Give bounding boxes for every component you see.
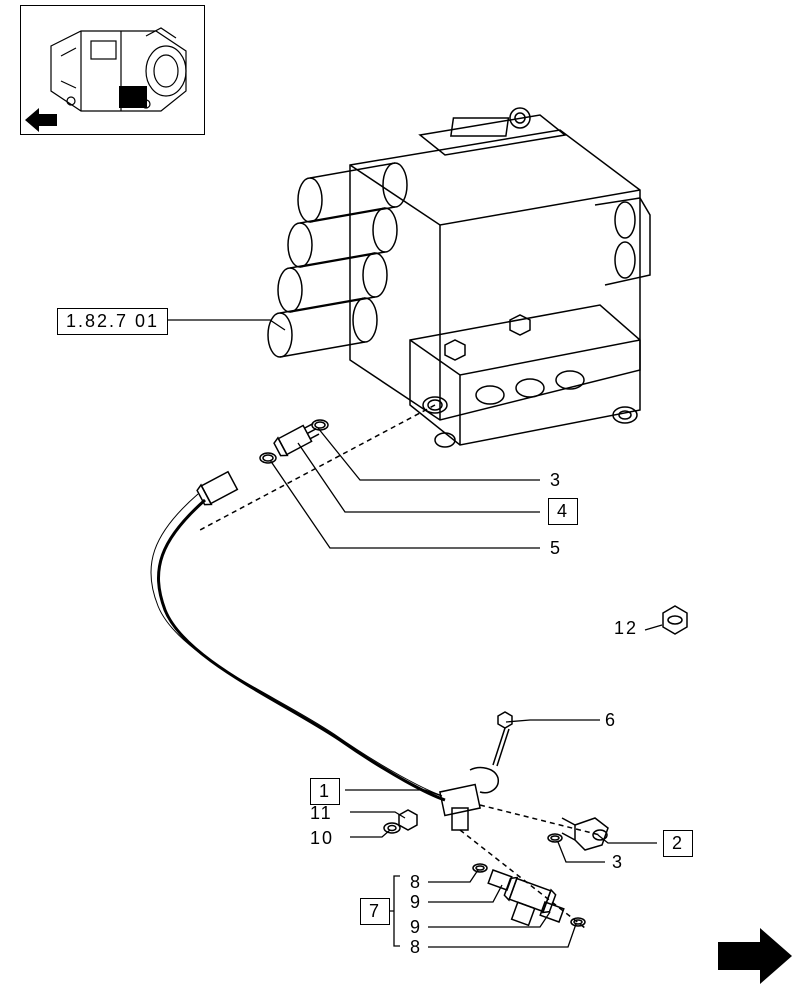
callout-1: 1 [310,778,340,805]
callout-9b: 9 [410,917,422,938]
callout-5: 5 [550,538,562,559]
callout-10: 10 [310,828,334,849]
callout-4: 4 [548,498,578,525]
callout-6: 6 [605,710,617,731]
callout-3b: 3 [612,852,624,873]
next-page-arrow-icon[interactable] [718,928,792,984]
reference-label: 1.82.7 01 [57,308,168,335]
callout-8b: 8 [410,937,422,958]
callout-7: 7 [360,898,390,925]
callout-11: 11 [310,803,333,824]
callout-8: 8 [410,872,422,893]
pipe-main [151,471,498,830]
leader-lines [155,320,662,947]
callout-12: 12 [614,618,638,639]
callout-9: 9 [410,892,422,913]
valve-block-assembly [268,108,650,447]
callout-2: 2 [663,830,693,857]
callout-3: 3 [550,470,562,491]
